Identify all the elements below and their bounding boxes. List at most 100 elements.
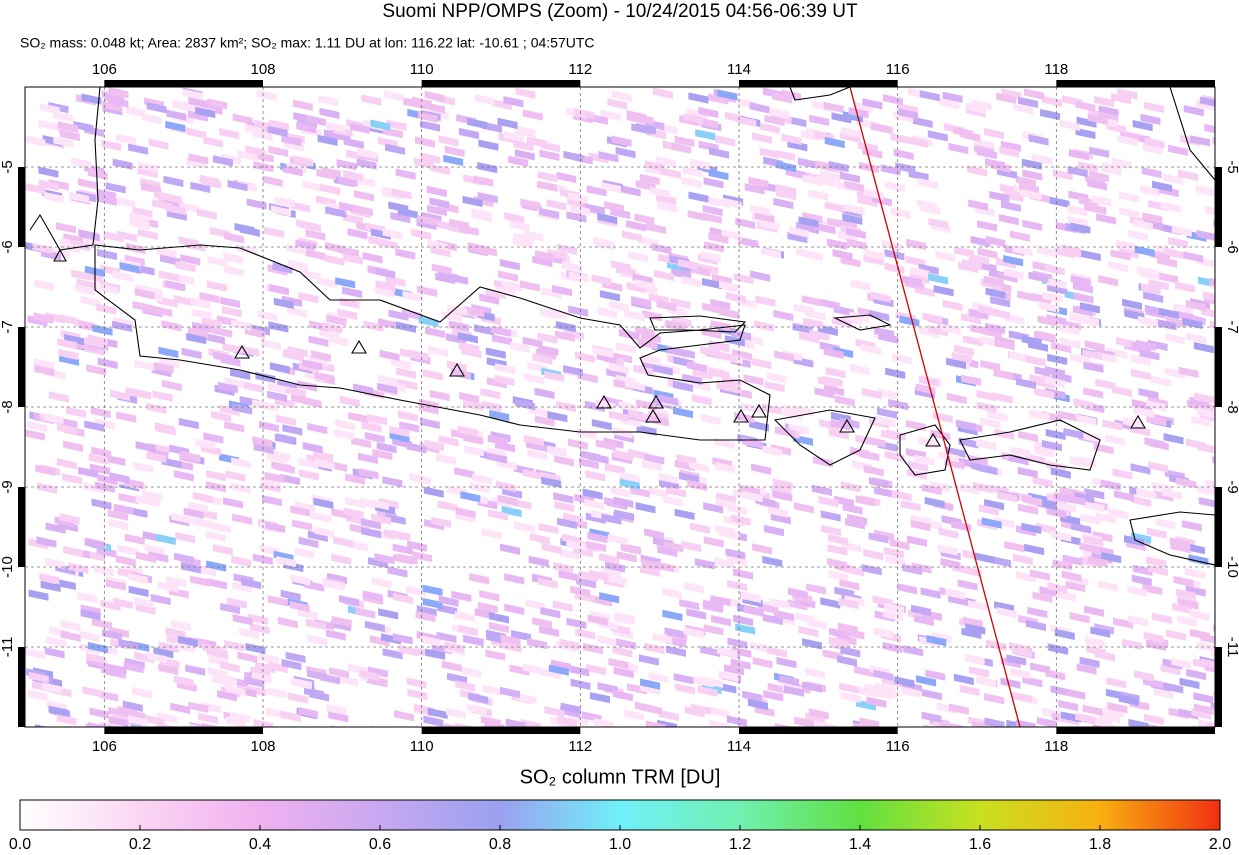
so2-pixel bbox=[681, 275, 702, 288]
so2-pixel bbox=[1130, 354, 1151, 366]
so2-pixel bbox=[925, 669, 946, 681]
so2-pixel bbox=[245, 642, 266, 655]
so2-pixel bbox=[662, 609, 683, 622]
so2-pixel bbox=[540, 607, 561, 619]
so2-pixel bbox=[671, 142, 692, 154]
so2-pixel bbox=[485, 347, 506, 359]
so2-pixel bbox=[88, 722, 108, 727]
so2-pixel bbox=[683, 112, 704, 125]
so2-pixel bbox=[609, 362, 629, 375]
so2-pixel bbox=[395, 248, 416, 260]
so2-pixel bbox=[1122, 298, 1143, 310]
so2-pixel bbox=[436, 631, 457, 644]
so2-pixel bbox=[231, 457, 252, 469]
so2-pixel bbox=[523, 663, 544, 675]
so2-pixel bbox=[313, 497, 334, 509]
so2-pixel bbox=[635, 279, 656, 291]
so2-pixel bbox=[392, 633, 413, 645]
so2-pixel bbox=[485, 649, 506, 661]
so2-pixel bbox=[1075, 127, 1096, 139]
so2-pixel bbox=[612, 689, 633, 702]
so2-pixel bbox=[527, 448, 548, 461]
so2-pixel bbox=[792, 323, 813, 335]
so2-pixel bbox=[1039, 301, 1060, 313]
lon-tick-label: 118 bbox=[1044, 738, 1068, 755]
so2-pixel bbox=[822, 375, 843, 388]
so2-pixel bbox=[1123, 417, 1143, 429]
so2-pixel bbox=[874, 529, 895, 541]
so2-pixel bbox=[555, 330, 575, 342]
so2-pixel bbox=[688, 191, 709, 203]
so2-pixel bbox=[1070, 353, 1091, 365]
so2-pixel bbox=[946, 392, 967, 405]
so2-pixel bbox=[68, 562, 89, 574]
so2-pixel bbox=[245, 145, 266, 157]
so2-pixel bbox=[293, 155, 314, 167]
so2-pixel bbox=[154, 190, 175, 202]
so2-pixel bbox=[750, 641, 771, 654]
so2-pixel bbox=[704, 241, 724, 253]
so2-pixel bbox=[801, 295, 822, 307]
so2-pixel bbox=[688, 92, 709, 104]
so2-pixel bbox=[576, 428, 597, 440]
so2-pixel bbox=[660, 167, 681, 179]
so2-pixel bbox=[415, 610, 436, 623]
so2-pixel bbox=[1040, 108, 1061, 121]
so2-pixel bbox=[976, 390, 997, 402]
so2-pixel bbox=[1070, 456, 1090, 468]
so2-pixel bbox=[703, 536, 724, 548]
so2-pixel bbox=[451, 590, 472, 602]
so2-pixel bbox=[690, 522, 710, 534]
so2-pixel bbox=[307, 634, 328, 647]
so2-pixel bbox=[648, 293, 669, 305]
so2-pixel bbox=[374, 552, 395, 565]
so2-pixel bbox=[109, 472, 130, 484]
colorbar-tick-label: 0.4 bbox=[249, 836, 271, 853]
so2-pixel bbox=[610, 207, 631, 220]
so2-pixel bbox=[66, 406, 86, 418]
so2-pixel bbox=[970, 235, 991, 248]
so2-pixel bbox=[733, 614, 754, 626]
so2-pixel bbox=[34, 279, 55, 291]
so2-pixel bbox=[898, 108, 919, 120]
so2-pixel bbox=[557, 517, 578, 529]
so2-pixel bbox=[613, 613, 634, 626]
so2-pixel bbox=[752, 657, 773, 669]
so2-pixel bbox=[799, 332, 820, 344]
so2-pixel bbox=[828, 160, 849, 173]
so2-pixel bbox=[948, 142, 969, 155]
so2-pixel bbox=[241, 577, 262, 590]
so2-pixel bbox=[512, 237, 533, 249]
so2-pixel bbox=[363, 320, 384, 332]
so2-pixel bbox=[1087, 556, 1108, 568]
so2-pixel bbox=[914, 454, 935, 466]
so2-pixel bbox=[962, 616, 983, 628]
so2-pixel bbox=[367, 413, 387, 426]
so2-pixel bbox=[427, 239, 448, 251]
so2-pixel bbox=[56, 714, 77, 726]
so2-pixel bbox=[1003, 268, 1024, 280]
lon-tick-label: 114 bbox=[727, 61, 751, 78]
so2-pixel bbox=[298, 706, 319, 719]
so2-pixel bbox=[1193, 703, 1214, 715]
so2-pixel bbox=[165, 120, 186, 133]
so2-pixel bbox=[25, 183, 46, 195]
so2-pixel bbox=[133, 597, 154, 609]
lon-tick-label: 106 bbox=[92, 61, 117, 78]
so2-pixel bbox=[171, 512, 192, 524]
lon-tick-label: 112 bbox=[568, 61, 592, 78]
so2-pixel bbox=[105, 454, 126, 466]
so2-pixel bbox=[498, 270, 519, 282]
so2-pixel bbox=[548, 664, 569, 676]
so2-pixel bbox=[710, 615, 731, 627]
so2-pixel bbox=[1196, 485, 1215, 497]
so2-pixel bbox=[1016, 525, 1036, 537]
so2-pixel bbox=[1167, 144, 1188, 156]
so2-pixel bbox=[1004, 540, 1025, 553]
so2-pixel bbox=[500, 543, 521, 555]
so2-pixel bbox=[752, 543, 773, 555]
so2-pixel bbox=[1118, 191, 1139, 203]
so2-pixel bbox=[538, 344, 559, 356]
so2-pixel bbox=[477, 162, 498, 174]
so2-pixel bbox=[397, 410, 418, 422]
